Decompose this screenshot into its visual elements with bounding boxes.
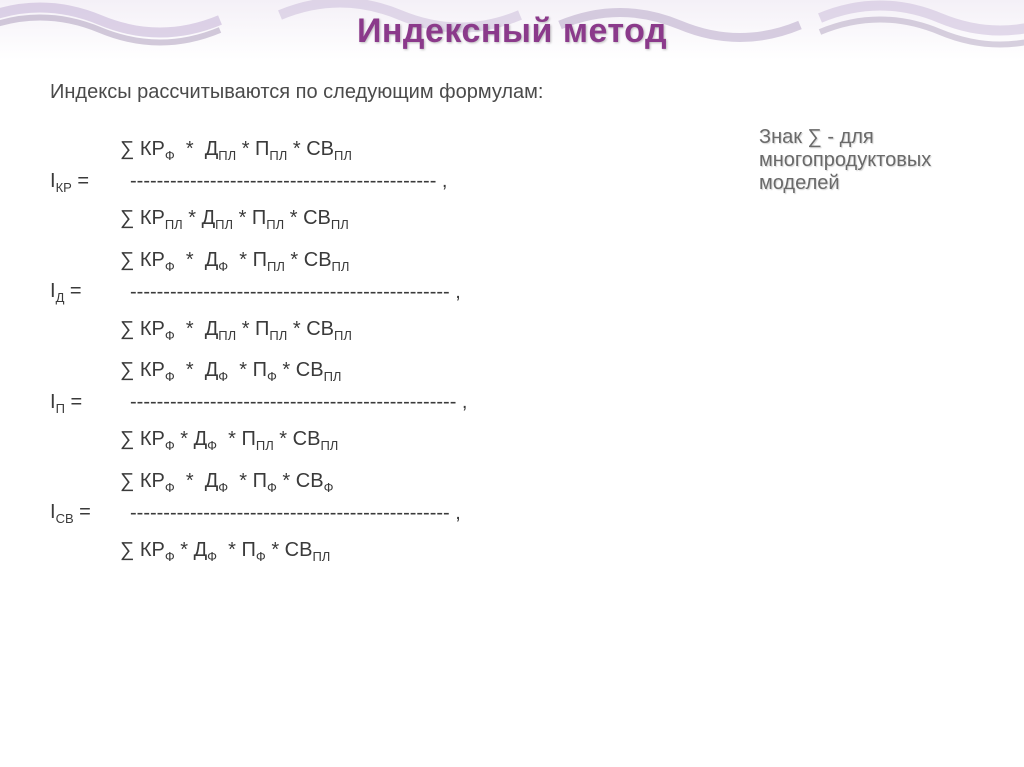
formula-row: IД = -----------------------------------… (50, 276, 974, 308)
index-symbol: IП = (50, 387, 130, 419)
formula-numerator: ∑ КРФ * ДФ * ПФ * СВПЛ (50, 355, 974, 387)
intro-text: Индексы рассчитываются по следующим форм… (50, 81, 974, 104)
formula-denominator: ∑ КРПЛ * ДПЛ * ППЛ * СВПЛ (50, 203, 974, 235)
formula-numerator: ∑ КРФ * ДФ * ПФ * СВФ (50, 466, 974, 498)
fraction-line: ----------------------------------------… (130, 387, 467, 417)
index-symbol: IСВ = (50, 497, 130, 529)
sigma-note: Знак ∑ - для многопродуктовых моделей (759, 126, 979, 195)
fraction-line: ----------------------------------------… (130, 277, 461, 307)
fraction-line: ----------------------------------------… (130, 166, 447, 196)
formula-denominator: ∑ КРФ * ДПЛ * ППЛ * СВПЛ (50, 314, 974, 346)
formula-block: ∑ КРФ * ДПЛ * ППЛ * СВПЛ IКР = ----------… (50, 134, 974, 576)
index-symbol: IД = (50, 276, 130, 308)
formula-row: IП = -----------------------------------… (50, 387, 974, 419)
fraction-line: ----------------------------------------… (130, 498, 461, 528)
index-symbol: IКР = (50, 166, 130, 198)
formula-numerator: ∑ КРФ * ДФ * ППЛ * СВПЛ (50, 245, 974, 277)
formula-denominator: ∑ КРФ * ДФ * ПФ * СВПЛ (50, 535, 974, 567)
formula-denominator: ∑ КРФ * ДФ * ППЛ * СВПЛ (50, 424, 974, 456)
slide-title: Индексный метод (0, 12, 1024, 51)
formula-row: IСВ = ----------------------------------… (50, 497, 974, 529)
